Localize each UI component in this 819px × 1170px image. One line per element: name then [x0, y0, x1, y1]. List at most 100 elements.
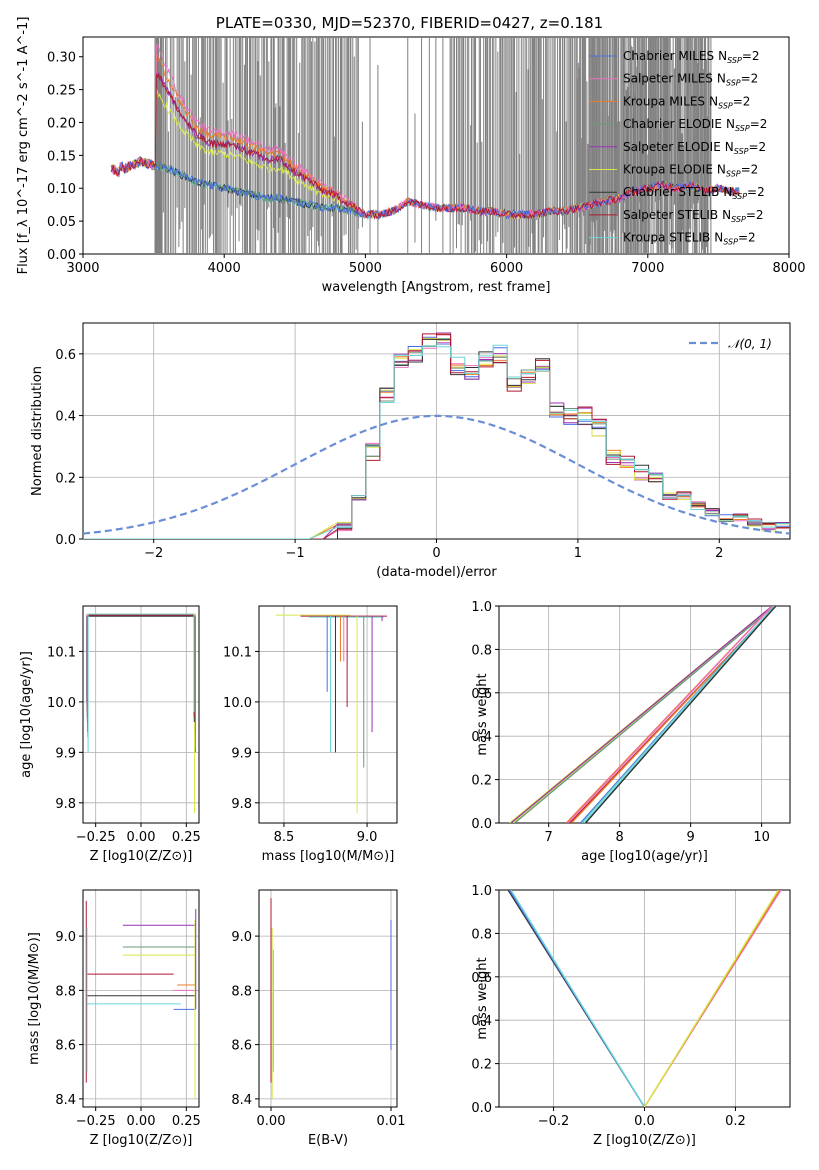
y-tick-label: 1.0	[471, 884, 492, 899]
legend-sub: SSP	[726, 79, 741, 88]
legend-name: Chabrier MILES	[623, 49, 714, 63]
y-tick-label: 9.0	[231, 930, 252, 945]
legend-entry: Chabrier ELODIE NSSP=2	[623, 117, 767, 133]
y-axis-label: mass weight	[475, 673, 490, 755]
x-tick-label: 10	[753, 830, 770, 845]
legend-entry: Kroupa MILES NSSP=2	[623, 94, 750, 110]
legend-sub: SSP	[735, 124, 750, 133]
plot-frame	[82, 889, 200, 1108]
y-axis-label: Flux [f_λ 10^-17 erg cm^-2 s^-1 A^-1]	[16, 17, 31, 275]
legend-n: N	[723, 185, 732, 199]
x-tick-label: 2	[715, 546, 723, 561]
legend-n: N	[717, 163, 726, 177]
y-tick-label: 0.0	[55, 533, 76, 548]
x-tick-label: 0.00	[257, 1114, 286, 1129]
legend-n: N	[725, 140, 734, 154]
y-tick-label: 0.6	[55, 348, 76, 363]
legend-n: N	[717, 72, 726, 86]
legend-val: =2	[748, 140, 766, 154]
legend-sub: SSP	[734, 147, 749, 156]
grid-age-vs-Z	[83, 606, 199, 823]
figure-title: PLATE=0330, MJD=52370, FIBERID=0427, z=0…	[216, 14, 603, 32]
x-axis-label: age [log10(age/yr)]	[581, 849, 708, 864]
y-tick-label: 0.4	[471, 1014, 492, 1029]
y-tick-label: 0.8	[471, 927, 492, 942]
legend-sub: SSP	[732, 192, 747, 201]
grid-residual-histogram	[83, 323, 790, 540]
mass-weight-line	[510, 606, 773, 823]
mass-weight-line	[510, 890, 646, 1107]
y-tick-label: 0.30	[47, 51, 76, 66]
legend-entry: Salpeter MILES NSSP=2	[623, 72, 758, 88]
x-tick-label: 4000	[208, 261, 241, 276]
y-tick-label: 0.25	[47, 84, 76, 99]
y-axis-label: age [log10(age/yr)]	[19, 651, 34, 778]
x-axis-label: (data-model)/error	[376, 565, 497, 580]
y-tick-label: 0.6	[471, 687, 492, 702]
histogram-layer	[83, 332, 790, 539]
x-tick-label: 0.25	[172, 1114, 201, 1129]
y-tick-label: 10.1	[223, 645, 252, 660]
histogram-step	[83, 332, 790, 539]
y-tick-label: 0.0	[471, 817, 492, 832]
y-tick-label: 9.8	[231, 797, 252, 812]
x-axis-label: Z [log10(Z/Z⊙)]	[90, 849, 193, 864]
plot-frame	[258, 889, 398, 1108]
histogram-step	[83, 336, 790, 539]
y-tick-label: 9.9	[55, 746, 76, 761]
y-tick-label: 0.2	[471, 1058, 492, 1073]
y-tick-label: 0.15	[47, 149, 76, 164]
x-tick-label: −0.25	[76, 1114, 116, 1129]
legend-entry: Kroupa ELODIE NSSP=2	[623, 163, 758, 179]
legend-val: =2	[738, 231, 756, 245]
mass-weight-line	[643, 890, 779, 1107]
legend-n: N	[722, 208, 731, 222]
y-tick-label: 8.8	[55, 984, 76, 999]
y-tick-label: 9.8	[55, 797, 76, 812]
y-tick-label: 0.10	[47, 182, 76, 197]
y-tick-label: 0.20	[47, 116, 76, 131]
legend-val: =2	[741, 72, 759, 86]
x-tick-label: −2	[144, 546, 163, 561]
legend-entry: Chabrier MILES NSSP=2	[623, 49, 760, 65]
x-tick-label: 1	[574, 546, 582, 561]
legend-name: Salpeter ELODIE	[623, 140, 721, 154]
histogram-step	[83, 338, 790, 539]
legend-val: =2	[746, 208, 764, 222]
y-tick-label: 0.05	[47, 215, 76, 230]
x-tick-label: 5000	[349, 261, 382, 276]
x-axis-label: mass [log10(M/M⊙)]	[262, 849, 395, 864]
y-tick-label: 9.9	[231, 746, 252, 761]
legend-sub: SSP	[731, 215, 746, 224]
y-tick-label: 9.0	[55, 930, 76, 945]
y-tick-label: 8.6	[55, 1039, 76, 1054]
y-tick-label: 8.4	[231, 1093, 252, 1108]
age-mass-layer	[275, 614, 388, 813]
x-tick-label: 9.0	[357, 830, 378, 845]
x-axis-label: E(B-V)	[308, 1133, 348, 1148]
y-tick-label: 8.4	[55, 1093, 76, 1108]
spectrum-layer	[110, 37, 740, 254]
legend-n: N	[726, 117, 735, 131]
x-tick-label: −0.25	[76, 830, 116, 845]
mass-weight-line	[585, 606, 777, 823]
x-tick-label: 8000	[772, 261, 805, 276]
legend-name: Kroupa ELODIE	[623, 163, 713, 177]
y-tick-label: 0.0	[471, 1101, 492, 1116]
y-tick-label: 0.6	[471, 971, 492, 986]
legend-sub: SSP	[726, 170, 741, 179]
y-tick-label: 0.2	[471, 774, 492, 789]
legend-name: Chabrier STELIB	[623, 185, 719, 199]
age-z-layer	[86, 613, 196, 813]
legend-sub: SSP	[718, 101, 733, 110]
x-axis-label: Z [log10(Z/Z⊙)]	[90, 1133, 193, 1148]
legend-val: =2	[750, 117, 768, 131]
legend-entry: Salpeter STELIB NSSP=2	[623, 208, 764, 224]
x-axis-label: Z [log10(Z/Z⊙)]	[593, 1133, 696, 1148]
legend-n: N	[718, 49, 727, 63]
x-tick-label: −1	[286, 546, 305, 561]
plot-frame	[258, 605, 398, 824]
legend-val: =2	[742, 49, 760, 63]
x-tick-label: −0.2	[538, 1114, 570, 1129]
legend-sub: SSP	[727, 56, 742, 65]
